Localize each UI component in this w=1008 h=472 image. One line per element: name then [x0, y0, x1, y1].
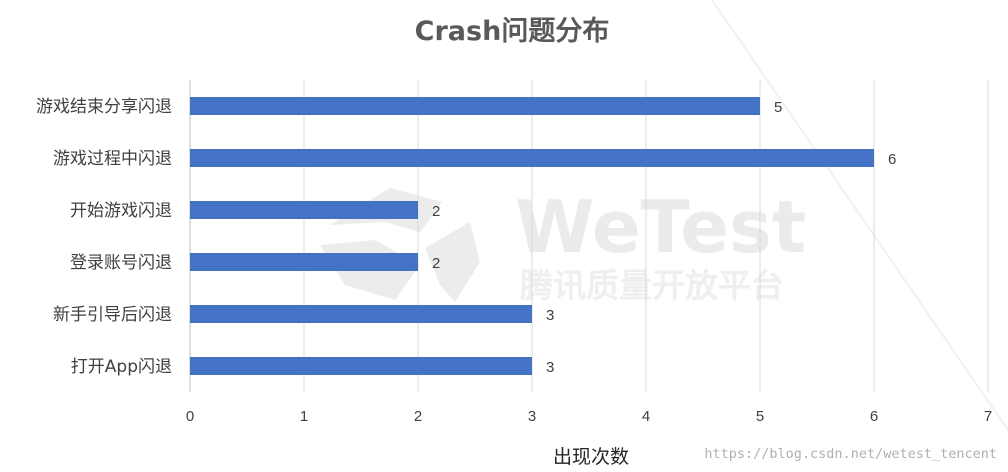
data-label: 3: [546, 307, 554, 324]
x-tick-label: 6: [870, 408, 878, 425]
x-tick-label: 2: [414, 408, 422, 425]
wetest-watermark: WeTest 腾讯质量开放平台: [320, 185, 806, 305]
x-tick-label: 7: [984, 408, 992, 425]
bar-2: [190, 201, 418, 219]
category-label: 登录账号闪退: [70, 253, 172, 273]
decorative-diagonal: [711, 0, 1008, 431]
x-tick-label: 3: [528, 408, 536, 425]
x-tick-label: 5: [756, 408, 764, 425]
chart-title: Crash问题分布: [415, 16, 610, 47]
bar-0: [190, 97, 760, 115]
category-label: 开始游戏闪退: [70, 201, 172, 221]
x-tick-label: 1: [300, 408, 308, 425]
gridlines: [303, 80, 989, 392]
data-label: 2: [432, 203, 440, 220]
x-axis-label: 出现次数: [553, 446, 629, 468]
bars: [190, 97, 874, 375]
bar-3: [190, 253, 418, 271]
data-label: 5: [774, 99, 782, 116]
category-label: 新手引导后闪退: [53, 305, 172, 325]
category-label: 游戏过程中闪退: [53, 149, 172, 169]
bar-5: [190, 357, 532, 375]
category-label: 游戏结束分享闪退: [36, 97, 172, 117]
x-tick-label: 0: [186, 408, 194, 425]
x-tick-label: 4: [642, 408, 650, 425]
data-label: 3: [546, 359, 554, 376]
watermark-url: https://blog.csdn.net/wetest_tencent: [704, 446, 997, 462]
data-label: 6: [888, 151, 896, 168]
bar-4: [190, 305, 532, 323]
watermark-logo-subtext: 腾讯质量开放平台: [520, 266, 784, 305]
data-label: 2: [432, 255, 440, 272]
labels: 0 1 2 3 4 5 6 7 游戏结束分享闪退 5 游戏过程中闪退 6 开始游戏闪退 2 登录账号闪退 2 新…: [36, 97, 992, 425]
bar-1: [190, 149, 874, 167]
watermark-logo-text: WeTest: [515, 185, 806, 269]
category-label: 打开App闪退: [71, 357, 172, 377]
